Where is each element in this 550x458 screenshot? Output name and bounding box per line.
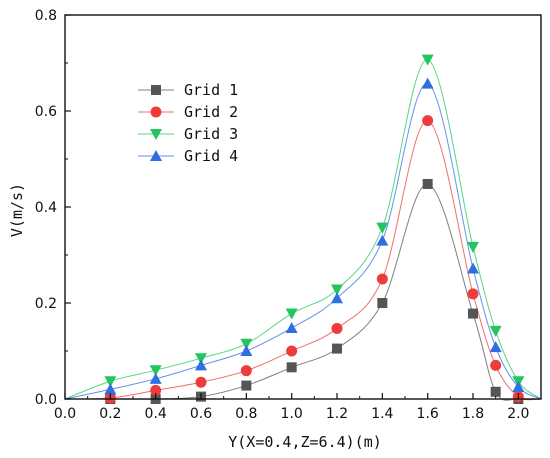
data-point-grid-1-9 bbox=[468, 308, 478, 319]
legend-label-grid-4: Grid 4 bbox=[184, 147, 238, 165]
y-axis-label: V(m/s) bbox=[8, 183, 26, 237]
axes-layer: 0.0 0.2 0.4 0.6 0.8 1.0 1.2 1.4 1.6 1.8 2.0 0.0 0.2 0… bbox=[35, 8, 542, 422]
x-tick-label: 1.6 bbox=[417, 406, 439, 422]
x-tick-label: 2.0 bbox=[507, 406, 529, 422]
data-point-grid-3-1 bbox=[104, 376, 117, 388]
data-point-grid-3-7 bbox=[376, 222, 389, 234]
y-tick-label: 0.0 bbox=[35, 392, 57, 408]
data-point-grid-4-4 bbox=[240, 345, 253, 356]
data-point-grid-4-6 bbox=[331, 292, 343, 304]
x-tick-label: 0.0 bbox=[54, 406, 76, 422]
data-point-grid-4-8 bbox=[421, 77, 434, 89]
data-point-grid-2-9 bbox=[467, 288, 479, 300]
legend-marker-grid-3 bbox=[150, 129, 162, 140]
series-line-grid-2 bbox=[64, 120, 542, 401]
legend-marker-grid-1 bbox=[151, 85, 161, 95]
data-point-grid-1-10 bbox=[490, 386, 501, 397]
legend-marker-grid-4 bbox=[150, 150, 162, 161]
data-point-grid-3-4 bbox=[240, 338, 253, 350]
data-point-grid-2-6 bbox=[331, 322, 343, 334]
data-point-grid-2-4 bbox=[240, 365, 252, 377]
data-point-grid-2-2 bbox=[150, 384, 162, 396]
x-tick-label: 1.2 bbox=[326, 406, 348, 422]
data-point-grid-2-5 bbox=[286, 345, 298, 357]
data-point-grid-1-5 bbox=[286, 362, 297, 373]
data-point-grid-2-8 bbox=[422, 115, 434, 127]
data-point-grid-4-11 bbox=[512, 381, 525, 392]
legend: Grid 1 Grid 2 Grid 3 Grid 4 bbox=[138, 81, 238, 165]
legend-label-grid-2: Grid 2 bbox=[184, 103, 238, 121]
plot-frame bbox=[64, 14, 542, 400]
legend-label-grid-3: Grid 3 bbox=[184, 125, 238, 143]
data-point-grid-3-8 bbox=[421, 54, 434, 66]
series-line-grid-3 bbox=[64, 59, 542, 400]
data-point-grid-4-3 bbox=[195, 359, 207, 371]
y-tick-label: 0.6 bbox=[35, 104, 57, 120]
data-point-grid-4-2 bbox=[149, 372, 162, 384]
data-point-grid-4-7 bbox=[376, 234, 389, 246]
x-tick-label: 0.8 bbox=[235, 406, 257, 422]
x-axis-label: Y(X=0.4,Z=6.4)(m) bbox=[228, 433, 382, 451]
series-markers-layer bbox=[104, 54, 525, 404]
data-point-grid-4-9 bbox=[467, 262, 479, 274]
y-tick-label: 0.4 bbox=[35, 200, 57, 216]
x-tick-label: 0.6 bbox=[190, 406, 212, 422]
y-tick-label: 0.8 bbox=[35, 8, 57, 24]
series-line-grid-4 bbox=[64, 83, 542, 400]
data-point-grid-2-3 bbox=[195, 376, 207, 388]
data-point-grid-2-7 bbox=[376, 273, 388, 285]
x-tick-label: 1.4 bbox=[371, 406, 393, 422]
data-point-grid-3-6 bbox=[331, 284, 343, 296]
data-point-grid-1-8 bbox=[422, 178, 433, 189]
data-point-grid-3-5 bbox=[285, 308, 298, 320]
data-point-grid-1-4 bbox=[241, 380, 252, 391]
data-point-grid-1-7 bbox=[377, 298, 388, 308]
x-tick-label: 0.4 bbox=[145, 406, 167, 422]
x-tick-label: 1.0 bbox=[281, 406, 303, 422]
data-point-grid-4-10 bbox=[489, 341, 502, 353]
x-tick-label: 0.2 bbox=[99, 406, 121, 422]
x-tick-label: 1.8 bbox=[462, 406, 484, 422]
legend-label-grid-1: Grid 1 bbox=[184, 81, 238, 99]
data-point-grid-3-9 bbox=[467, 241, 479, 253]
data-point-grid-3-3 bbox=[195, 353, 207, 365]
data-point-grid-2-10 bbox=[490, 359, 502, 371]
data-point-grid-3-2 bbox=[149, 365, 162, 377]
data-point-grid-4-5 bbox=[285, 321, 298, 333]
series-curves-layer bbox=[64, 59, 542, 401]
data-point-grid-4-1 bbox=[104, 383, 117, 395]
data-point-grid-1-6 bbox=[332, 343, 342, 354]
legend-marker-grid-2 bbox=[150, 106, 162, 118]
y-tick-label: 0.2 bbox=[35, 296, 57, 312]
data-point-grid-3-10 bbox=[489, 325, 502, 337]
